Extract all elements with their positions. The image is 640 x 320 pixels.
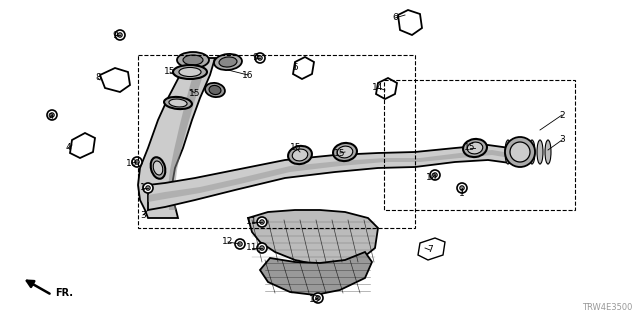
Circle shape <box>260 220 264 224</box>
Text: 11: 11 <box>246 218 258 227</box>
Ellipse shape <box>505 140 511 164</box>
Circle shape <box>430 170 440 180</box>
Text: 15: 15 <box>164 68 176 76</box>
Ellipse shape <box>153 161 163 175</box>
Ellipse shape <box>205 83 225 97</box>
Text: 9: 9 <box>112 30 118 39</box>
Circle shape <box>50 113 54 117</box>
Ellipse shape <box>183 55 203 65</box>
Polygon shape <box>138 58 215 218</box>
Ellipse shape <box>179 68 201 76</box>
Ellipse shape <box>169 99 187 107</box>
Text: 4: 4 <box>65 143 71 153</box>
Circle shape <box>115 30 125 40</box>
Circle shape <box>457 183 467 193</box>
Text: 10: 10 <box>426 173 438 182</box>
Circle shape <box>143 183 153 193</box>
Text: 11: 11 <box>246 244 258 252</box>
Circle shape <box>260 246 264 250</box>
Text: 10: 10 <box>126 158 138 167</box>
Ellipse shape <box>505 137 535 167</box>
Circle shape <box>257 243 267 253</box>
Ellipse shape <box>214 54 242 70</box>
Polygon shape <box>168 58 207 210</box>
Text: 13: 13 <box>309 295 321 305</box>
Circle shape <box>313 293 323 303</box>
Text: 3: 3 <box>140 211 146 220</box>
Circle shape <box>47 110 57 120</box>
Text: 1: 1 <box>459 188 465 197</box>
Circle shape <box>132 157 142 167</box>
Ellipse shape <box>467 142 483 154</box>
Ellipse shape <box>513 140 519 164</box>
Ellipse shape <box>288 146 312 164</box>
Text: 9: 9 <box>252 53 258 62</box>
Polygon shape <box>148 145 510 210</box>
Circle shape <box>146 186 150 190</box>
Text: 2: 2 <box>559 110 565 119</box>
Polygon shape <box>260 252 372 295</box>
Circle shape <box>258 56 262 60</box>
Circle shape <box>135 160 140 164</box>
Ellipse shape <box>164 97 192 109</box>
Text: 6: 6 <box>392 13 398 22</box>
Circle shape <box>316 296 320 300</box>
Text: 15: 15 <box>464 143 476 153</box>
Ellipse shape <box>529 140 535 164</box>
Ellipse shape <box>177 52 209 68</box>
Text: 8: 8 <box>95 74 101 83</box>
Text: 14: 14 <box>372 84 384 92</box>
Text: 5: 5 <box>292 63 298 73</box>
Text: FR.: FR. <box>55 288 73 298</box>
Ellipse shape <box>545 140 551 164</box>
Text: 16: 16 <box>243 70 253 79</box>
Ellipse shape <box>333 143 357 161</box>
Circle shape <box>257 217 267 227</box>
Text: 1: 1 <box>140 183 146 193</box>
Ellipse shape <box>463 139 487 157</box>
Polygon shape <box>148 150 510 202</box>
Text: 12: 12 <box>222 237 234 246</box>
Text: 15: 15 <box>291 143 301 153</box>
Ellipse shape <box>292 149 308 161</box>
Ellipse shape <box>219 57 237 67</box>
Circle shape <box>237 242 243 246</box>
Polygon shape <box>248 210 378 265</box>
Ellipse shape <box>173 65 207 79</box>
Circle shape <box>460 186 464 190</box>
Circle shape <box>255 53 265 63</box>
Text: 3: 3 <box>559 135 565 145</box>
Ellipse shape <box>337 146 353 158</box>
Text: 15: 15 <box>334 148 346 157</box>
Circle shape <box>118 33 122 37</box>
Ellipse shape <box>150 157 165 179</box>
Ellipse shape <box>209 85 221 94</box>
Bar <box>138 55 415 228</box>
Text: TRW4E3500: TRW4E3500 <box>582 303 632 312</box>
Circle shape <box>235 239 245 249</box>
Ellipse shape <box>521 140 527 164</box>
Text: 15: 15 <box>189 89 201 98</box>
Circle shape <box>433 173 437 177</box>
Text: 7: 7 <box>427 245 433 254</box>
Ellipse shape <box>537 140 543 164</box>
Ellipse shape <box>510 142 530 162</box>
Bar <box>384 80 575 210</box>
Text: 9: 9 <box>47 114 53 123</box>
